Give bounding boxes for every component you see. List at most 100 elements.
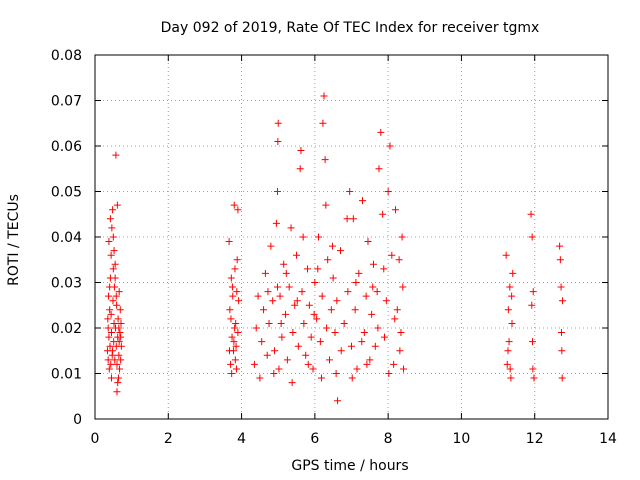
data-point [384,188,392,195]
data-point [337,247,345,255]
data-point [293,297,301,305]
data-point [114,379,122,387]
data-point [310,310,318,318]
y-axis-label: ROTI / TECUs [6,194,22,286]
data-point [260,306,268,314]
data-point [371,342,379,350]
data-point [273,283,281,291]
y-tick-label: 0.05 [51,185,82,201]
data-point [106,283,114,291]
data-point [113,201,121,209]
chart-title: Day 092 of 2019, Rate Of TEC Index for r… [161,20,540,36]
data-point [307,333,315,341]
data-point [311,279,319,286]
data-point [296,165,304,173]
data-point [385,370,393,377]
data-point [111,260,119,268]
data-point [280,260,288,268]
data-point [111,356,119,364]
data-point [104,356,112,364]
data-point [299,233,307,241]
data-point [294,342,302,350]
data-point [274,119,282,127]
data-point [348,342,355,350]
data-point [277,319,285,327]
data-point [232,342,240,350]
x-tick-label: 6 [310,431,319,447]
data-point [273,188,281,195]
data-point [283,356,291,364]
y-tick-label: 0.08 [51,48,82,64]
data-point [316,338,324,346]
x-tick-label: 8 [384,431,393,447]
data-point [278,333,286,341]
data-point [559,297,567,305]
data-point [297,147,305,155]
data-point [272,219,280,227]
data-point [228,370,236,377]
data-point [332,370,340,377]
data-point [115,351,123,359]
data-point [528,233,536,241]
data-point [318,292,326,300]
data-point [232,319,240,327]
data-point [104,315,112,323]
data-point [293,251,301,259]
data-point [379,210,387,218]
data-point [227,315,235,323]
data-point [227,274,235,282]
data-point [528,301,536,309]
data-point [337,347,345,355]
data-point [114,374,122,382]
data-point [313,315,321,323]
data-point [107,251,115,259]
data-point [117,356,125,364]
data-point [113,388,121,396]
y-tick-label: 0.07 [51,94,82,110]
data-point [231,324,239,332]
data-point [271,347,279,355]
data-point [558,347,566,355]
data-point [322,201,330,209]
data-point [270,370,278,377]
data-point [502,251,510,259]
data-point [231,356,239,364]
x-tick-label: 14 [599,431,617,447]
data-point [233,256,241,264]
data-point [264,288,272,296]
data-point [265,319,273,327]
data-point [366,356,374,364]
data-point [328,242,336,250]
data-point [321,156,329,164]
data-point [289,329,297,337]
data-point [116,329,124,337]
data-point [362,292,370,300]
data-point [288,379,296,387]
data-point [393,306,401,314]
data-point [399,283,407,291]
data-point [349,215,357,223]
data-point [505,338,513,346]
data-point [375,165,383,173]
data-point [353,365,361,373]
data-point [503,360,511,368]
data-point [397,329,405,337]
y-tick-label: 0 [73,412,82,428]
data-point [228,333,236,341]
data-point [258,338,266,346]
data-point [506,365,514,373]
data-point [352,279,360,286]
data-point [556,242,564,250]
data-point [509,269,517,277]
data-point [229,292,237,300]
data-point [285,283,293,291]
data-point [360,329,368,337]
data-point [231,265,239,273]
data-point [391,315,399,323]
data-point [291,301,299,309]
y-tick-label: 0.06 [51,139,82,155]
data-point [396,347,404,355]
data-point [235,297,243,305]
data-point [530,374,538,382]
data-point [256,374,264,382]
